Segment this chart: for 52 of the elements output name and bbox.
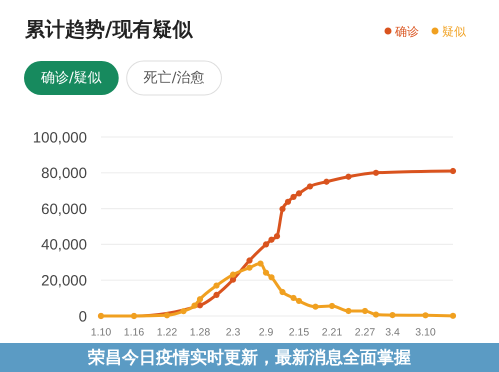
point [312,304,319,310]
x-tick-label: 2.15 [288,326,310,338]
y-tick-label: 20,000 [41,272,87,290]
point [196,296,204,302]
y-tick-label: 80,000 [41,165,87,182]
point [213,282,220,289]
y-tick-label: 0 [78,308,87,326]
chart-title: 累计趋势/现有疑似 [24,17,194,41]
point [345,308,352,314]
point [290,194,297,200]
point [230,272,236,278]
point [246,257,253,264]
x-tick-label: 3.10 [415,326,436,338]
y-tick-label: 40,000 [41,236,87,254]
x-tick-label: 2.27 [354,326,376,338]
x-tick-label: 2.9 [258,326,274,338]
point [345,174,352,180]
x-tick-label: 1.22 [156,326,178,338]
x-tick-label: 1.10 [90,326,112,338]
point [279,288,286,296]
point [362,308,368,314]
text: 荣昌今日疫情实时更新，最新消息全面掌握 [87,348,411,368]
point [191,302,198,309]
point [274,233,280,240]
point [164,312,170,318]
point [296,298,302,304]
legend-label: 确诊 [394,24,419,38]
y-tick-label: 100,000 [32,129,87,146]
point [257,260,264,267]
text: 确诊/疑似 [40,70,102,86]
text: 死亡/治愈 [144,70,204,86]
legend-label: 疑似 [442,24,466,38]
point [290,294,297,302]
point [284,198,292,205]
point [306,183,314,190]
point [262,241,270,248]
point [262,270,270,276]
point [180,308,187,314]
x-tick-label: 1.16 [124,326,144,338]
y-tick-label: 60,000 [41,200,87,218]
point [268,274,275,280]
point [296,190,302,196]
x-tick-label: 3.4 [385,326,400,338]
x-tick-label: 2.3 [226,326,240,338]
point [328,302,336,310]
x-tick-label: 2.21 [322,326,342,338]
point [213,292,220,298]
x-tick-label: 1.28 [190,326,210,338]
point [279,206,286,212]
point [268,236,275,243]
point [323,178,330,185]
point [246,264,253,271]
